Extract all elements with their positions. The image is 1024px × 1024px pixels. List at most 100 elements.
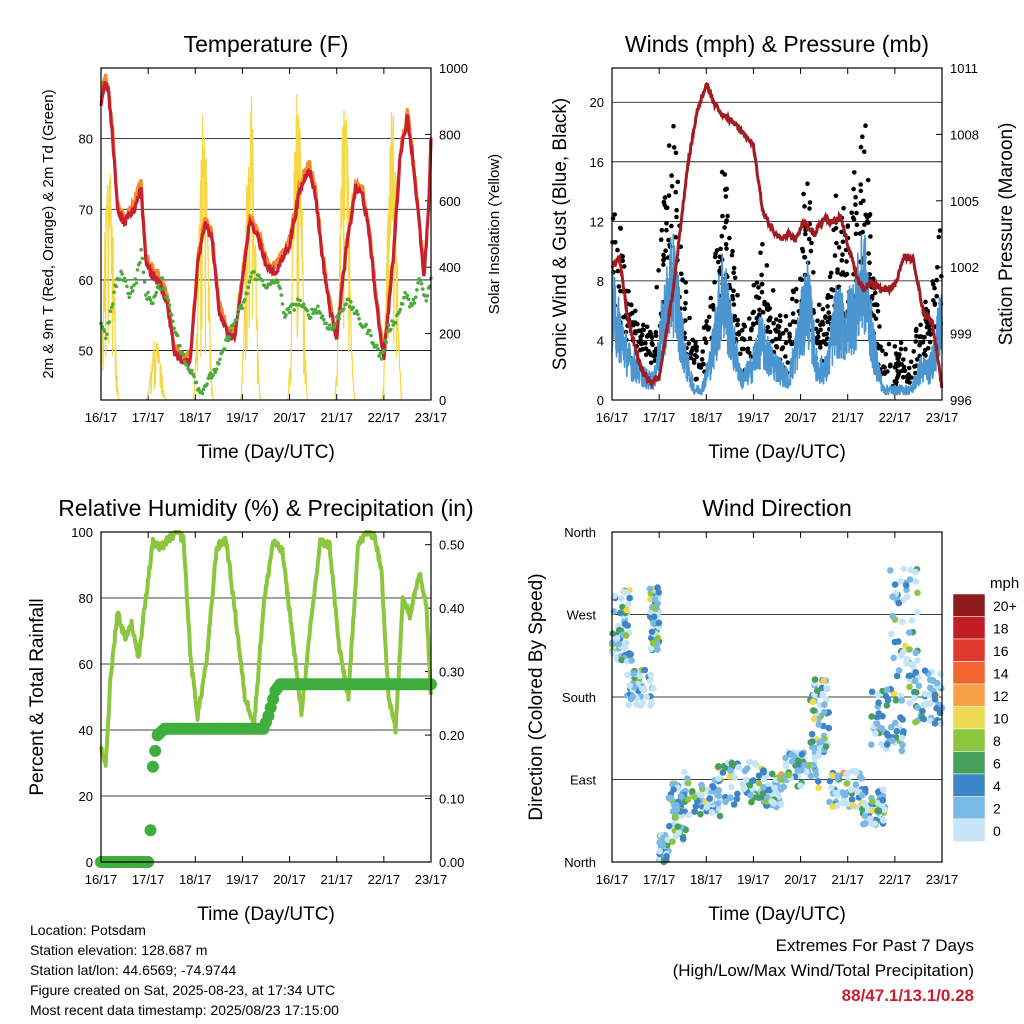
dewpoint-point <box>109 305 114 310</box>
gust-point <box>648 360 654 366</box>
speed-legend-swatch <box>952 593 986 617</box>
direction-point <box>874 691 882 699</box>
gust-point <box>904 379 910 384</box>
dewpoint-point <box>276 280 280 285</box>
direction-point <box>869 807 877 814</box>
direction-point <box>715 792 723 799</box>
dewpoint-point <box>128 291 133 296</box>
temperature-chart: Temperature (F) 16/17 17/17 18/17 19/17 20/17… <box>40 31 503 463</box>
gust-point <box>764 263 770 268</box>
gust-point <box>840 252 845 257</box>
direction-chart-xtick-label: 17/17 <box>643 872 676 887</box>
direction-point <box>794 757 802 764</box>
speed-legend-swatch <box>952 706 986 730</box>
dewpoint-point <box>322 317 326 322</box>
humidity-chart-xtick-label: 23/17 <box>415 872 448 887</box>
gust-point <box>669 184 675 189</box>
gust-point <box>835 267 840 272</box>
direction-point <box>849 802 857 809</box>
temperature-chart-xtick-label: 16/17 <box>85 410 118 425</box>
direction-point <box>912 649 920 657</box>
speed-legend-label: 20+ <box>993 598 1017 614</box>
gust-point <box>783 340 789 346</box>
gust-point <box>808 248 814 254</box>
gust-point <box>649 335 655 341</box>
direction-point <box>615 640 623 648</box>
humidity-chart-xtick-label: 21/17 <box>320 872 353 887</box>
gust-point <box>815 330 821 335</box>
gust-point <box>800 248 806 254</box>
dewpoint-point <box>376 347 380 351</box>
dewpoint-point <box>406 297 411 302</box>
gust-point <box>827 274 833 280</box>
gust-point <box>731 265 737 271</box>
dewpoint-point <box>257 273 261 278</box>
gust-point <box>825 319 830 325</box>
direction-point <box>663 853 670 860</box>
direction-point <box>626 682 633 689</box>
gust-point <box>898 346 904 352</box>
direction-point <box>689 788 696 795</box>
gust-point <box>691 360 697 365</box>
gust-point <box>853 194 858 200</box>
humidity-ytick-label: 80 <box>79 591 93 606</box>
gust-point <box>913 370 918 376</box>
dewpoint-point <box>234 318 239 322</box>
extremes-title: Extremes For Past 7 Days <box>775 936 974 955</box>
gust-point <box>783 313 789 319</box>
gust-point <box>725 213 730 219</box>
gust-point <box>669 223 674 229</box>
direction-point <box>623 589 631 597</box>
dewpoint-point <box>217 362 221 366</box>
dewpoint-point <box>154 290 159 295</box>
gust-point <box>778 318 783 324</box>
direction-point <box>751 760 758 767</box>
direction-point <box>691 793 698 801</box>
gust-point <box>790 296 795 302</box>
dewpoint-point <box>347 304 352 309</box>
gust-point <box>742 324 748 329</box>
temperature-2m-line <box>99 81 433 369</box>
direction-point <box>900 565 908 573</box>
winds-chart-title: Winds (mph) & Pressure (mb) <box>625 31 929 57</box>
dewpoint-point <box>306 313 311 317</box>
winds-y2tick-label: 1005 <box>950 194 979 209</box>
gust-point <box>790 311 796 316</box>
temperature-chart-xtick-label: 19/17 <box>226 410 259 425</box>
direction-point <box>715 775 722 782</box>
gust-point <box>851 217 857 222</box>
direction-point <box>912 718 919 726</box>
direction-point <box>891 719 899 727</box>
gust-point <box>683 289 689 295</box>
gust-point <box>924 324 930 330</box>
gust-point <box>723 242 729 247</box>
gust-point <box>896 359 901 365</box>
humidity-chart-xtick-label: 22/17 <box>368 872 401 887</box>
direction-point <box>822 743 830 750</box>
gust-point <box>853 231 859 237</box>
dewpoint-point <box>403 290 407 295</box>
humidity-chart-xtick-label: 18/17 <box>179 872 212 887</box>
humidity-ytick-label: 100 <box>71 525 93 540</box>
direction-point <box>903 593 911 601</box>
gust-point <box>918 322 923 328</box>
winds-ytick-label: 20 <box>590 95 604 110</box>
direction-point <box>672 814 679 821</box>
direction-point <box>621 620 629 628</box>
direction-point <box>759 784 767 791</box>
direction-point <box>622 639 630 647</box>
temperature-chart-ylabel: 2m & 9m T (Red, Orange) & 2m Td (Green) <box>40 89 57 378</box>
gust-point <box>834 240 839 246</box>
direction-point <box>931 720 939 727</box>
direction-point <box>669 838 676 845</box>
gust-point <box>849 210 854 215</box>
direction-point <box>649 639 657 647</box>
direction-point <box>629 693 636 700</box>
station-pressure-line <box>610 81 944 390</box>
direction-point <box>819 692 827 699</box>
gust-point <box>803 231 808 237</box>
gust-point <box>688 355 694 361</box>
direction-point <box>749 777 757 784</box>
gust-point <box>636 339 641 345</box>
direction-point <box>646 596 654 603</box>
